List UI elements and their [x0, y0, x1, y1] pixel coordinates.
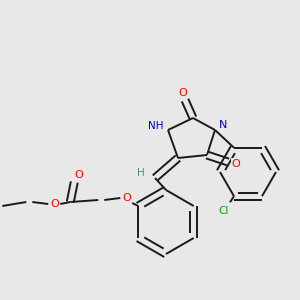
Text: O: O	[74, 170, 83, 180]
Text: NH: NH	[148, 121, 164, 131]
Text: O: O	[232, 159, 240, 169]
Text: H: H	[137, 168, 145, 178]
Text: O: O	[178, 88, 188, 98]
Text: O: O	[122, 193, 131, 203]
Text: Cl: Cl	[219, 206, 229, 216]
Text: O: O	[50, 199, 59, 209]
Text: N: N	[219, 120, 227, 130]
